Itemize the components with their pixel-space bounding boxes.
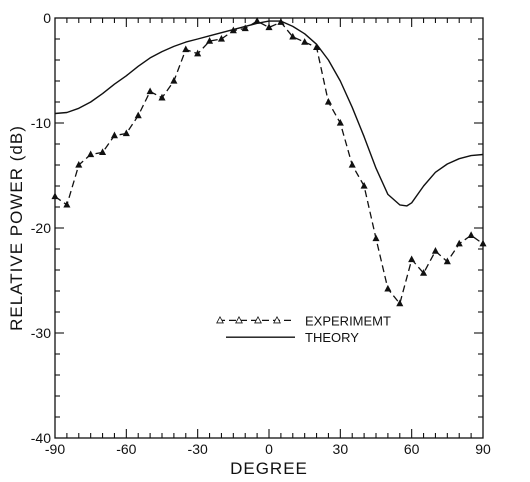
experiment-point <box>360 181 368 189</box>
experiment-point <box>396 299 404 307</box>
experiment-point <box>241 24 249 32</box>
experiment-series-line <box>54 20 484 305</box>
legend: EXPERIMEMT THEORY <box>216 313 391 345</box>
experiment-point <box>301 38 309 45</box>
experiment-point <box>146 87 154 95</box>
x-tick-label: 60 <box>404 441 420 457</box>
experiment-point <box>455 239 463 247</box>
experiment-point <box>158 93 166 101</box>
experiment-point <box>431 247 439 254</box>
experiment-point <box>182 45 190 53</box>
axis-layer: -90 -60 -30 0 30 60 90 0 -10 -20 -30 -40 <box>31 10 491 457</box>
experiment-point <box>372 234 380 242</box>
experiment-point <box>217 34 225 42</box>
y-axis-title: RELATIVE POWER (dB) <box>7 125 26 331</box>
legend-theory-label: THEORY <box>305 330 359 345</box>
x-tick-label: -30 <box>188 441 208 457</box>
experiment-point <box>324 97 332 105</box>
experiment-point <box>134 111 142 119</box>
theory-series-line <box>54 20 484 207</box>
y-tick-label: -10 <box>31 115 51 131</box>
experiment-point <box>336 118 344 126</box>
x-tick-label: 30 <box>333 441 349 457</box>
experiment-point <box>348 160 356 168</box>
experiment-point <box>206 37 214 44</box>
experiment-point <box>443 257 451 265</box>
x-tick-label: -90 <box>45 441 65 457</box>
series-layer <box>51 17 487 307</box>
x-axis-title: DEGREE <box>230 459 308 478</box>
legend-experiment-marker <box>273 315 281 324</box>
x-tick-label: 90 <box>475 441 491 457</box>
experiment-point <box>99 148 107 156</box>
experiment-point <box>122 129 130 137</box>
x-tick-label: -60 <box>116 441 136 457</box>
experiment-point <box>75 160 83 168</box>
legend-experiment-label: EXPERIMEMT <box>305 313 391 328</box>
experiment-point <box>479 239 487 247</box>
y-tick-label: 0 <box>43 10 51 26</box>
experiment-point <box>289 32 297 40</box>
experiment-point <box>51 192 59 200</box>
legend-experiment-marker <box>254 315 262 324</box>
legend-experiment-marker <box>235 315 243 324</box>
experiment-point <box>420 269 428 276</box>
experiment-point <box>63 200 71 208</box>
experiment-point <box>194 49 202 57</box>
experiment-point <box>110 131 118 139</box>
x-tick-label: 0 <box>265 441 273 457</box>
experiment-point <box>384 284 392 292</box>
experiment-point <box>408 255 416 263</box>
y-tick-label: -30 <box>31 325 51 341</box>
experiment-point <box>87 150 95 158</box>
experiment-point <box>170 76 178 84</box>
y-tick-label: -20 <box>31 220 51 236</box>
experiment-point <box>467 231 475 238</box>
legend-experiment-marker <box>216 315 224 324</box>
y-tick-label: -40 <box>31 430 51 446</box>
